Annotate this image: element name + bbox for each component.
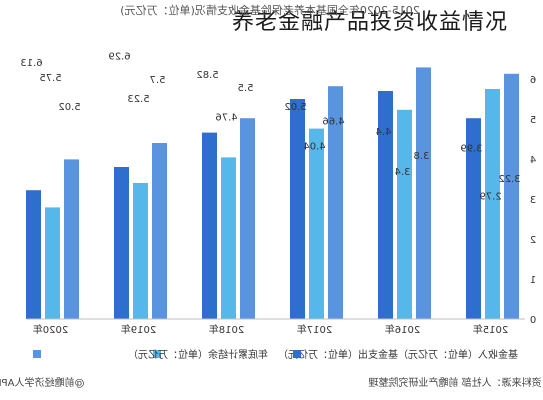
bar [221, 157, 236, 319]
data-label: 6.29 [108, 51, 130, 62]
data-label: 5.75 [39, 73, 61, 84]
bars-layer [26, 67, 519, 320]
bar [328, 86, 343, 319]
legend-label: 基金收入（单位：万亿元） [398, 348, 518, 361]
legend-label: 年底累计结余（单位：万亿元） [128, 348, 268, 361]
legend-swatch [153, 350, 161, 358]
bar [64, 159, 79, 319]
bar [504, 73, 519, 319]
y-tick-label: 4 [530, 155, 536, 166]
bar [45, 207, 60, 319]
x-tick-label: 2017年 [297, 323, 332, 336]
data-label: 5.82 [196, 70, 218, 81]
legend-label: 基金支出（单位：万亿元） [278, 348, 398, 361]
watermark-text: @前瞻经济学人APP [0, 376, 84, 389]
y-tick-label: 5 [530, 115, 536, 126]
data-label: 5.02 [284, 102, 306, 113]
y-tick-label: 3 [530, 195, 536, 206]
data-label: 4.04 [303, 141, 325, 152]
x-tick-label: 2015年 [473, 323, 508, 336]
bar [378, 91, 393, 319]
source-note: 资料来源：人社部 前瞻产业研究院整理 [368, 376, 541, 389]
chart-title: 2015-2020年全国基本养老保险基金收支情况(单位：万亿元) [120, 3, 420, 17]
bar [309, 128, 324, 319]
bar [466, 118, 481, 319]
data-label: 5.7 [150, 75, 166, 86]
bar [240, 118, 255, 319]
data-label: 6.13 [20, 58, 42, 69]
x-tick-label: 2018年 [209, 323, 244, 336]
bar [152, 143, 167, 319]
data-label: 2.79 [479, 191, 501, 202]
page-headline: 养老金融产品投资收益情况 [232, 10, 509, 35]
data-label: 3.99 [460, 143, 482, 154]
data-label: 4.76 [215, 113, 237, 124]
data-label: 4.66 [322, 117, 344, 128]
text-layer: 6.13 5.75 5.02 2020年 6.29 5.235.7 2019年 5.82 4.7… [0, 3, 542, 389]
legend-swatch [293, 350, 301, 358]
data-label: 3.4 [395, 167, 411, 178]
data-label: 3.8 [414, 151, 430, 162]
y-tick-label: 1 [530, 275, 536, 286]
legend-swatch [33, 350, 41, 358]
bar [290, 99, 305, 319]
x-tick-label: 2016年 [385, 323, 420, 336]
bar [114, 167, 129, 319]
x-tick-label: 2019年 [121, 323, 156, 336]
x-tick-label: 2020年 [33, 323, 68, 336]
bar [485, 89, 500, 319]
data-label: 5.5 [238, 83, 254, 94]
data-label: 5.02 [58, 102, 80, 113]
bar [26, 190, 41, 319]
data-label: 4.4 [376, 127, 392, 138]
bar [202, 132, 217, 319]
bar [397, 109, 412, 319]
y-tick-label: 0 [530, 315, 536, 326]
y-tick-label: 2 [530, 235, 536, 246]
bar [416, 67, 431, 320]
data-label: 3.22 [498, 174, 520, 185]
data-label: 5.23 [127, 94, 149, 105]
y-tick-label: 6 [530, 75, 536, 86]
bar [133, 183, 148, 319]
